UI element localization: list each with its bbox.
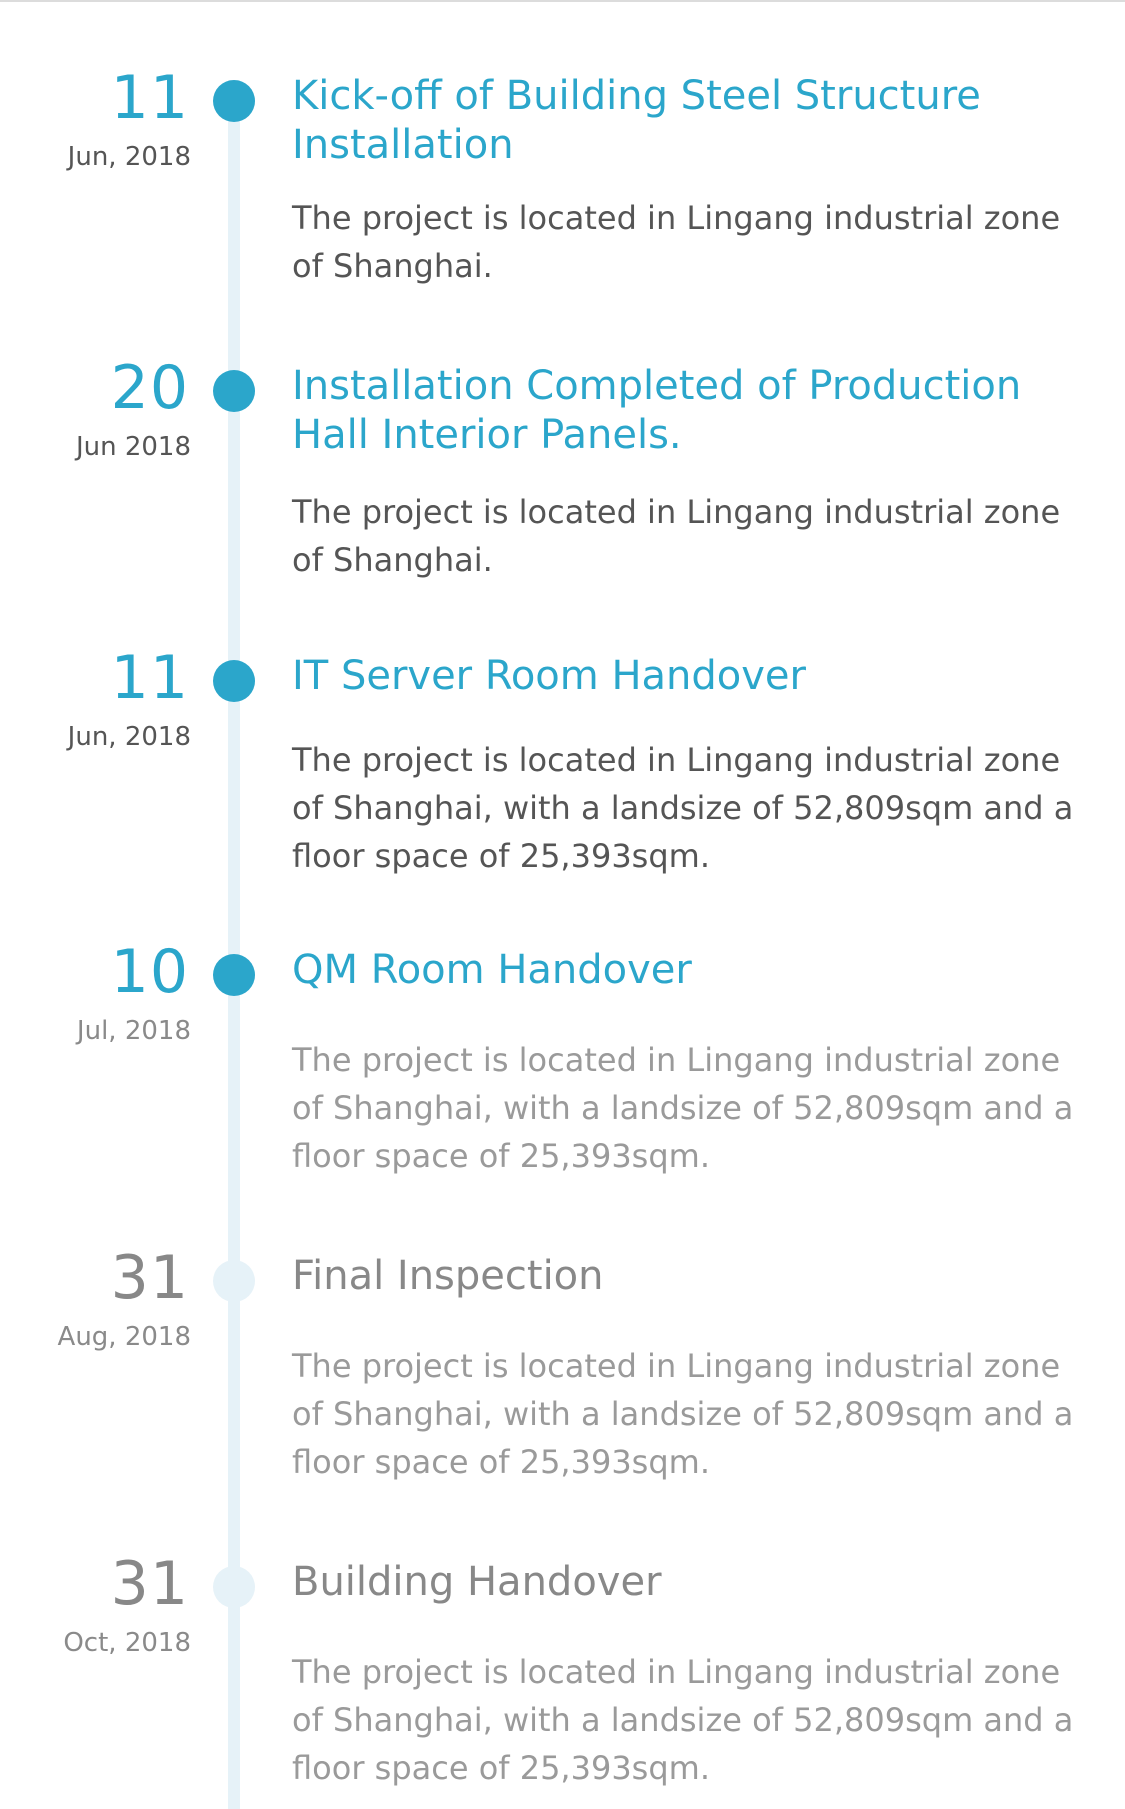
timeline-dot-icon [213, 370, 255, 412]
event-title: Kick-off of Building Steel Structure Ins… [292, 73, 981, 168]
event-day: 10 [110, 937, 189, 1007]
timeline-dot-icon [213, 80, 255, 122]
timeline-dot-icon [213, 1566, 255, 1608]
event-month: Jul, 2018 [76, 1016, 191, 1046]
event-description: The project is located in Lingang indust… [292, 199, 1061, 285]
event-description: The project is located in Lingang indust… [292, 1041, 1074, 1175]
event-month: Jun, 2018 [67, 142, 191, 172]
event-month: Aug, 2018 [57, 1322, 191, 1352]
event-month: Oct, 2018 [63, 1628, 191, 1658]
timeline-dot-icon [213, 660, 255, 702]
timeline-rail [228, 80, 240, 1809]
event-month: Jun, 2018 [67, 722, 191, 752]
top-border [0, 0, 1125, 2]
event-description: The project is located in Lingang indust… [292, 1653, 1074, 1787]
event-day: 20 [110, 353, 189, 423]
event-description: The project is located in Lingang indust… [292, 1347, 1074, 1481]
event-day: 11 [110, 63, 189, 133]
event-title: Building Handover [292, 1559, 662, 1605]
event-title: Final Inspection [292, 1253, 604, 1299]
event-title: Installation Completed of Production Hal… [292, 363, 1022, 458]
timeline-dot-icon [213, 1260, 255, 1302]
event-day: 31 [110, 1549, 189, 1619]
event-description: The project is located in Lingang indust… [292, 493, 1061, 579]
event-description: The project is located in Lingang indust… [292, 741, 1074, 875]
event-day: 31 [110, 1243, 189, 1313]
event-title: QM Room Handover [292, 947, 692, 993]
event-month: Jun 2018 [75, 432, 191, 462]
event-title: IT Server Room Handover [292, 653, 806, 699]
timeline-dot-icon [213, 954, 255, 996]
event-day: 11 [110, 643, 189, 713]
